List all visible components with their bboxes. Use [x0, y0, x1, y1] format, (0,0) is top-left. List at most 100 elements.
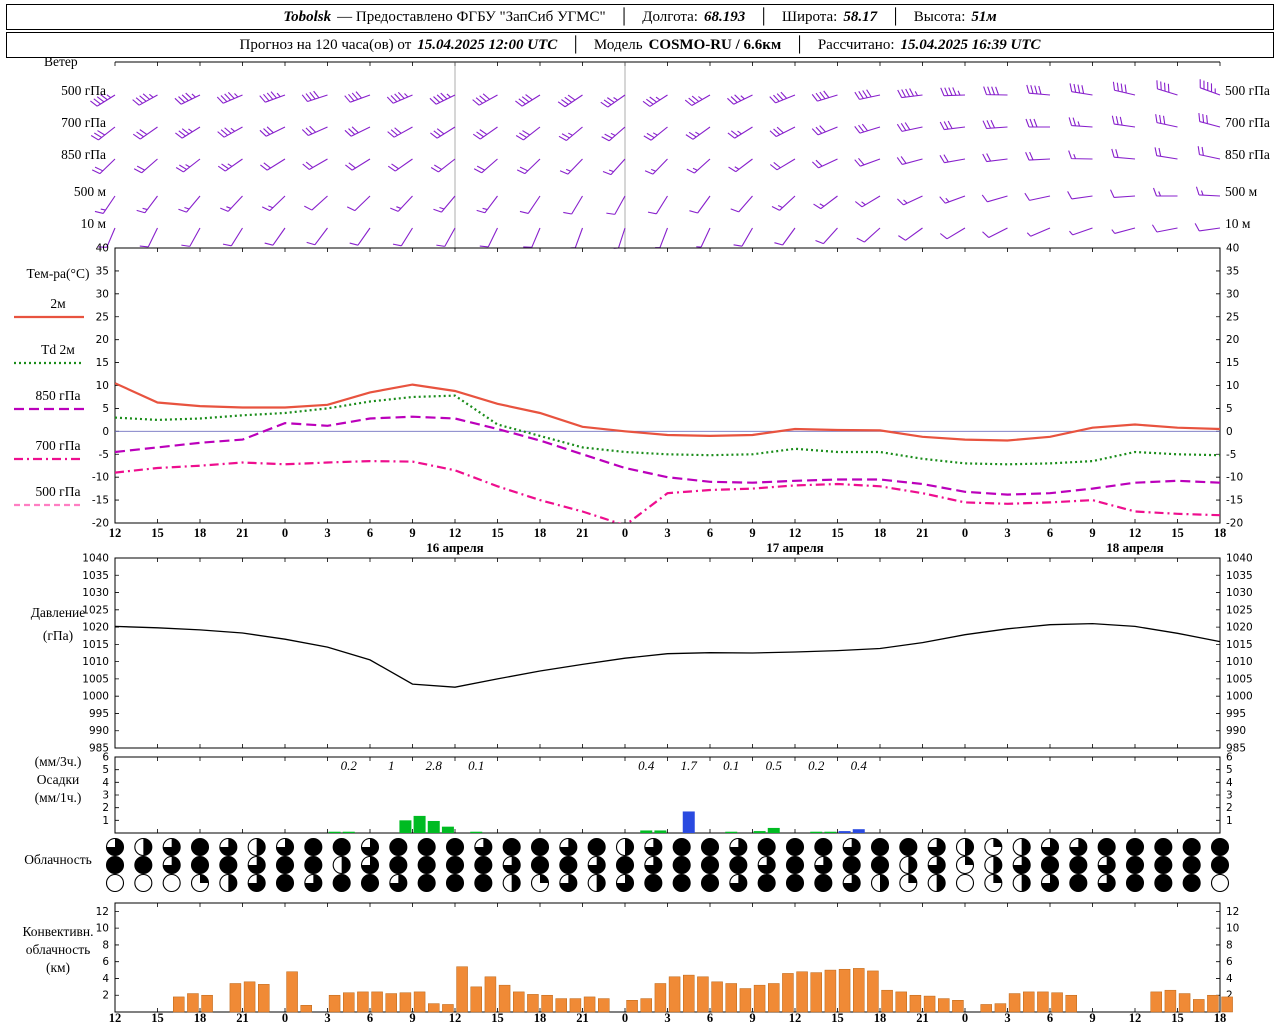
latitude-value: 58.17: [843, 8, 878, 25]
svg-text:10: 10: [1226, 923, 1239, 935]
svg-text:9: 9: [409, 526, 415, 540]
svg-text:1015: 1015: [82, 639, 109, 651]
svg-text:1030: 1030: [82, 587, 109, 599]
svg-text:1010: 1010: [82, 656, 109, 668]
svg-text:18: 18: [1214, 526, 1227, 540]
svg-text:35: 35: [96, 265, 109, 277]
svg-text:995: 995: [1226, 708, 1246, 720]
svg-text:12: 12: [449, 1011, 462, 1024]
svg-text:0: 0: [622, 526, 628, 540]
separator: │: [794, 36, 805, 53]
wind-level-10m-left: 10 м: [80, 216, 106, 231]
svg-text:12: 12: [789, 1011, 802, 1024]
header-line2: Прогноз на 120 часа(ов) от 15.04.2025 12…: [6, 32, 1274, 58]
svg-text:18: 18: [194, 526, 207, 540]
svg-text:1015: 1015: [1226, 639, 1253, 651]
svg-text:18: 18: [1214, 1011, 1227, 1024]
svg-text:1.7: 1.7: [681, 758, 698, 773]
svg-text:12: 12: [1226, 906, 1239, 918]
separator: │: [618, 8, 630, 25]
svg-text:15: 15: [831, 526, 844, 540]
svg-text:5: 5: [1226, 764, 1233, 776]
svg-text:12: 12: [1129, 1011, 1142, 1024]
svg-text:25: 25: [1226, 311, 1239, 323]
legend-t2m-label: 2м: [50, 296, 66, 311]
svg-text:6: 6: [1226, 956, 1233, 968]
pressure-panel-title: Давление: [30, 605, 86, 620]
svg-text:10: 10: [1226, 380, 1239, 392]
svg-text:3: 3: [324, 1011, 330, 1024]
svg-text:21: 21: [916, 1011, 929, 1024]
svg-text:25: 25: [96, 311, 109, 323]
svg-text:0.2: 0.2: [808, 758, 825, 773]
svg-text:-5: -5: [1226, 449, 1236, 461]
wind-level-500m-left: 500 м: [73, 184, 106, 199]
pressure-unit-label: (гПа): [42, 628, 74, 643]
svg-text:5: 5: [102, 764, 109, 776]
svg-text:8: 8: [102, 939, 109, 951]
svg-text:0.1: 0.1: [723, 758, 739, 773]
svg-text:6: 6: [1047, 526, 1053, 540]
svg-text:1035: 1035: [1226, 570, 1253, 582]
svg-text:5: 5: [1226, 403, 1233, 415]
svg-text:0: 0: [962, 1011, 968, 1024]
svg-text:30: 30: [96, 288, 109, 300]
svg-text:15: 15: [96, 357, 109, 369]
svg-text:1035: 1035: [82, 570, 109, 582]
svg-text:15: 15: [491, 1011, 504, 1024]
wind-panel-title: Ветер: [44, 54, 78, 69]
svg-text:9: 9: [749, 526, 755, 540]
svg-text:12: 12: [789, 526, 802, 540]
svg-text:3: 3: [1226, 790, 1233, 802]
svg-text:0: 0: [962, 526, 968, 540]
longitude-value: 68.193: [703, 8, 746, 25]
svg-text:30: 30: [1226, 288, 1239, 300]
svg-text:1000: 1000: [82, 691, 109, 703]
svg-text:17 апреля: 17 апреля: [766, 540, 823, 555]
altitude-value: 51м: [971, 8, 997, 25]
svg-text:2: 2: [1226, 990, 1233, 1002]
svg-text:10: 10: [96, 923, 109, 935]
forecast-label: Прогноз на 120 часа(ов) от: [239, 36, 412, 53]
svg-text:3: 3: [664, 1011, 670, 1024]
svg-text:-5: -5: [99, 449, 109, 461]
svg-text:5: 5: [102, 403, 109, 415]
svg-text:12: 12: [109, 526, 122, 540]
wind-level-10m-right: 10 м: [1225, 216, 1251, 231]
svg-text:4: 4: [1226, 777, 1233, 789]
svg-text:0: 0: [1226, 426, 1233, 438]
station-name: Tobolsk: [283, 8, 332, 25]
svg-text:18: 18: [534, 1011, 547, 1024]
longitude-label: Долгота:: [642, 8, 698, 25]
svg-text:0.4: 0.4: [638, 758, 655, 773]
forecast-start-time: 15.04.2025 12:00 UTC: [417, 36, 558, 53]
separator: │: [570, 36, 581, 53]
svg-text:2: 2: [102, 990, 109, 1002]
svg-text:3: 3: [1004, 526, 1010, 540]
svg-text:18: 18: [874, 526, 887, 540]
temp-panel-title: Тем-ра(°C): [26, 266, 90, 281]
svg-text:12: 12: [96, 906, 109, 918]
svg-text:3: 3: [664, 526, 670, 540]
svg-text:40: 40: [96, 243, 109, 255]
legend-t700-label: 700 гПа: [35, 438, 81, 453]
svg-text:15: 15: [491, 526, 504, 540]
svg-text:3: 3: [324, 526, 330, 540]
svg-text:2: 2: [1226, 802, 1233, 814]
legend-t500-label: 500 гПа: [35, 484, 81, 499]
svg-text:1020: 1020: [1226, 622, 1253, 634]
svg-text:1025: 1025: [1226, 604, 1253, 616]
wind-level-700hpa-right: 700 гПа: [1225, 115, 1270, 130]
svg-text:9: 9: [1089, 526, 1095, 540]
provider-text: — Предоставлено ФГБУ "ЗапСиб УГМС": [337, 8, 606, 25]
svg-text:2: 2: [102, 802, 109, 814]
svg-text:21: 21: [916, 526, 929, 540]
svg-text:12: 12: [449, 526, 462, 540]
svg-text:4: 4: [102, 777, 109, 789]
svg-text:1005: 1005: [1226, 673, 1253, 685]
svg-text:12: 12: [109, 1011, 122, 1024]
conv-unit-label: (км): [45, 960, 71, 975]
svg-text:21: 21: [236, 526, 249, 540]
wind-level-850hpa-left: 850 гПа: [61, 147, 106, 162]
